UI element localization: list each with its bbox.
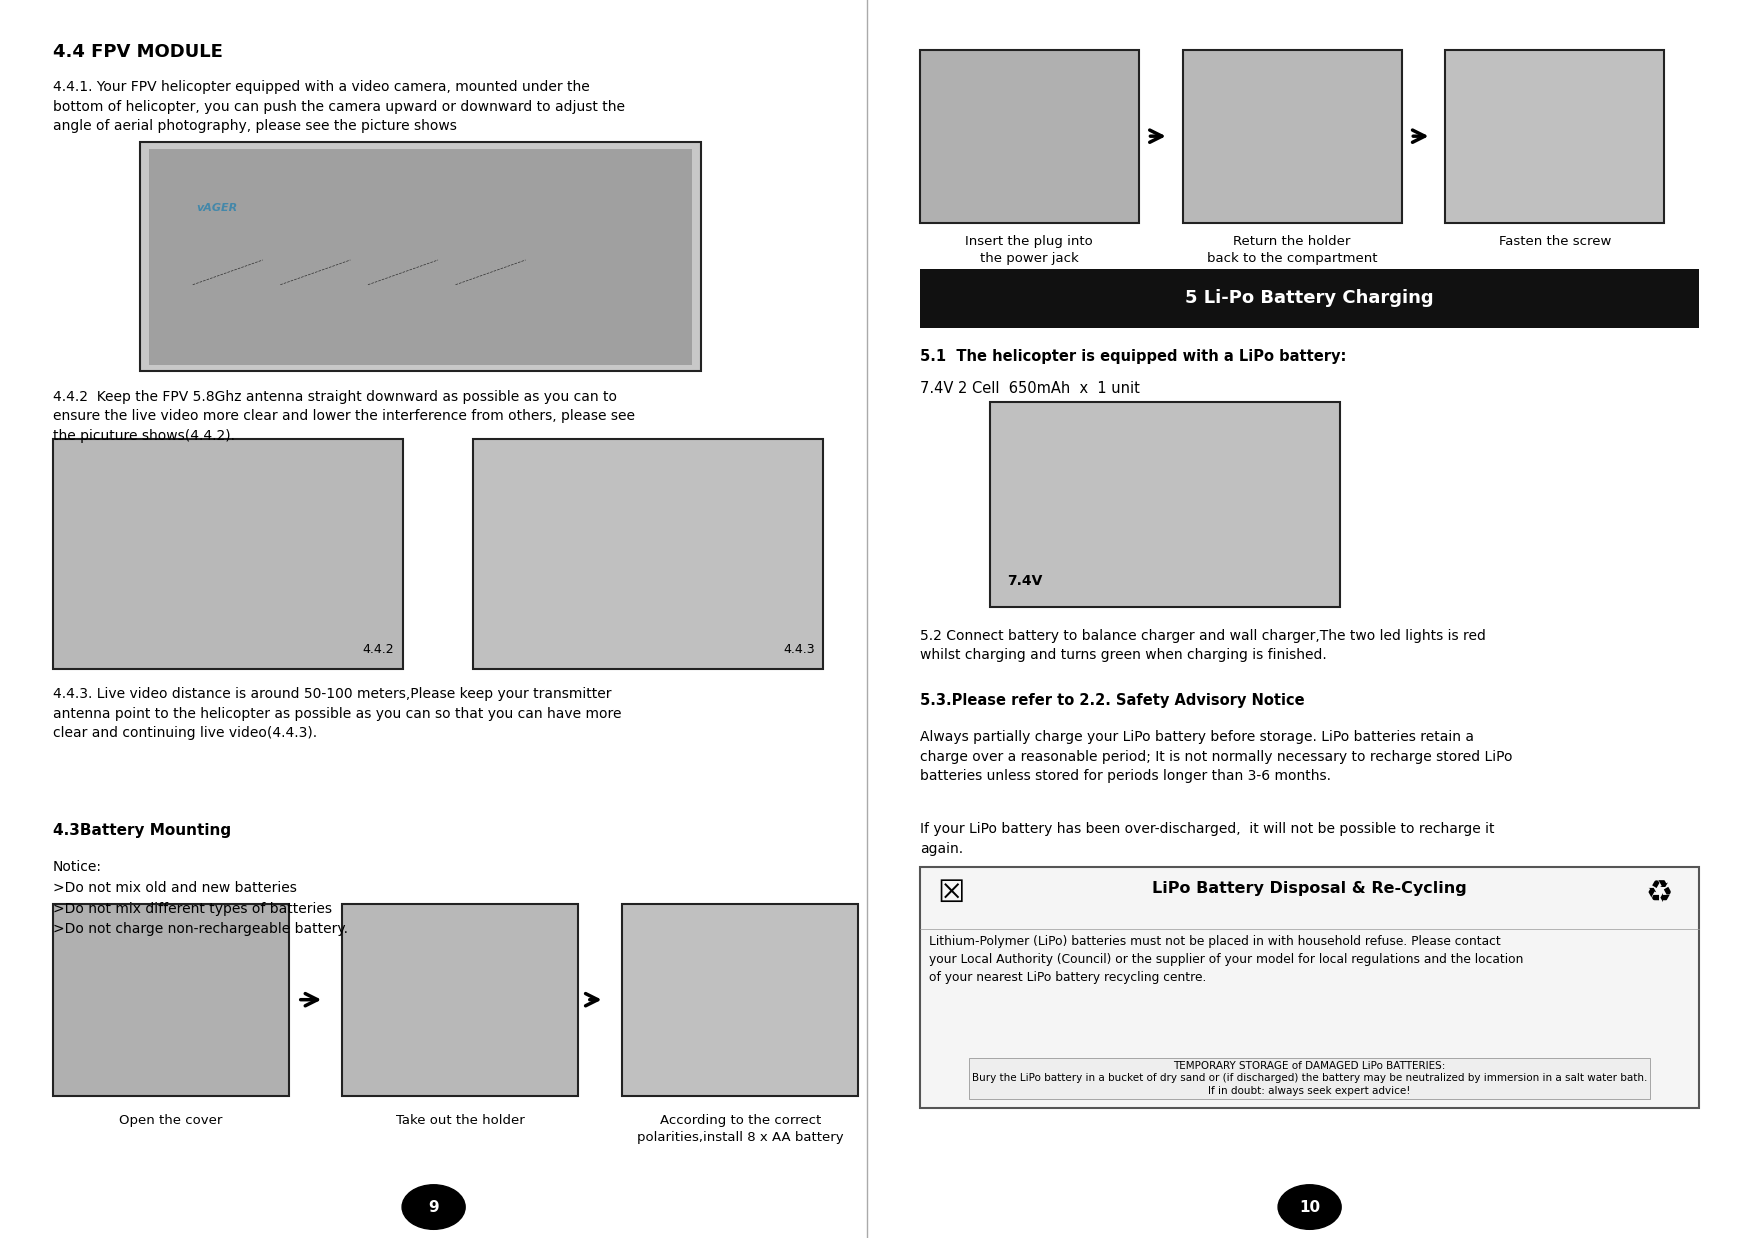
- Bar: [920, 50, 1139, 223]
- Text: Always partially charge your LiPo battery before storage. LiPo batteries retain : Always partially charge your LiPo batter…: [920, 730, 1512, 784]
- Text: Notice:
>Do not mix old and new batteries
>Do not mix different types of batteri: Notice: >Do not mix old and new batterie…: [53, 860, 347, 936]
- Text: 5 Li-Po Battery Charging: 5 Li-Po Battery Charging: [1186, 290, 1433, 307]
- Text: 4.4.3: 4.4.3: [783, 643, 815, 656]
- Text: TEMPORARY STORAGE of DAMAGED LiPo BATTERIES:
Bury the LiPo battery in a bucket o: TEMPORARY STORAGE of DAMAGED LiPo BATTER…: [972, 1061, 1647, 1096]
- Text: Take out the holder: Take out the holder: [396, 1114, 524, 1128]
- Text: 4.4.1. Your FPV helicopter equipped with a video camera, mounted under the
botto: 4.4.1. Your FPV helicopter equipped with…: [53, 80, 624, 134]
- Circle shape: [401, 1185, 466, 1229]
- Bar: [473, 439, 823, 669]
- Text: According to the correct
polarities,install 8 x AA battery: According to the correct polarities,inst…: [638, 1114, 843, 1144]
- Text: 4.4 FPV MODULE: 4.4 FPV MODULE: [53, 43, 223, 62]
- Bar: [622, 904, 858, 1096]
- Text: 10: 10: [1298, 1200, 1321, 1214]
- Bar: [53, 904, 289, 1096]
- Bar: [149, 149, 692, 365]
- Text: Return the holder
back to the compartment: Return the holder back to the compartmen…: [1207, 235, 1377, 265]
- Text: Lithium-Polymer (LiPo) batteries must not be placed in with household refuse. Pl: Lithium-Polymer (LiPo) batteries must no…: [929, 935, 1522, 984]
- Bar: [1445, 50, 1664, 223]
- Bar: [53, 439, 403, 669]
- Text: 7.4V 2 Cell  650mAh  x  1 unit: 7.4V 2 Cell 650mAh x 1 unit: [920, 381, 1139, 396]
- Text: LiPo Battery Disposal & Re-Cycling: LiPo Battery Disposal & Re-Cycling: [1153, 881, 1466, 896]
- Bar: [1183, 50, 1402, 223]
- Text: 4.4.3. Live video distance is around 50-100 meters,Please keep your transmitter
: 4.4.3. Live video distance is around 50-…: [53, 687, 620, 740]
- Bar: [920, 269, 1699, 328]
- Bar: [990, 402, 1340, 607]
- Text: 5.3.Please refer to 2.2. Safety Advisory Notice: 5.3.Please refer to 2.2. Safety Advisory…: [920, 693, 1305, 708]
- Text: 5.1  The helicopter is equipped with a LiPo battery:: 5.1 The helicopter is equipped with a Li…: [920, 349, 1346, 364]
- Text: Open the cover: Open the cover: [119, 1114, 223, 1128]
- Text: Insert the plug into
the power jack: Insert the plug into the power jack: [965, 235, 1093, 265]
- Bar: [342, 904, 578, 1096]
- Text: 9: 9: [427, 1200, 440, 1214]
- Text: Fasten the screw: Fasten the screw: [1498, 235, 1612, 249]
- Text: If your LiPo battery has been over-discharged,  it will not be possible to recha: If your LiPo battery has been over-disch…: [920, 822, 1494, 855]
- Bar: [140, 142, 701, 371]
- Text: 5.2 Connect battery to balance charger and wall charger,The two led lights is re: 5.2 Connect battery to balance charger a…: [920, 629, 1486, 662]
- Bar: [920, 867, 1699, 1108]
- Text: ☒: ☒: [937, 879, 965, 907]
- Circle shape: [1277, 1185, 1342, 1229]
- Text: 7.4V: 7.4V: [1007, 574, 1042, 588]
- Text: 4.4.2: 4.4.2: [363, 643, 394, 656]
- Text: ♻: ♻: [1645, 879, 1673, 907]
- Text: 4.4.2  Keep the FPV 5.8Ghz antenna straight downward as possible as you can to
e: 4.4.2 Keep the FPV 5.8Ghz antenna straig…: [53, 390, 634, 443]
- Text: 4.3Battery Mounting: 4.3Battery Mounting: [53, 823, 231, 838]
- Text: vAGER: vAGER: [196, 203, 238, 213]
